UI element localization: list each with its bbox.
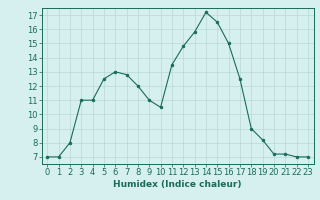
X-axis label: Humidex (Indice chaleur): Humidex (Indice chaleur) (113, 180, 242, 189)
